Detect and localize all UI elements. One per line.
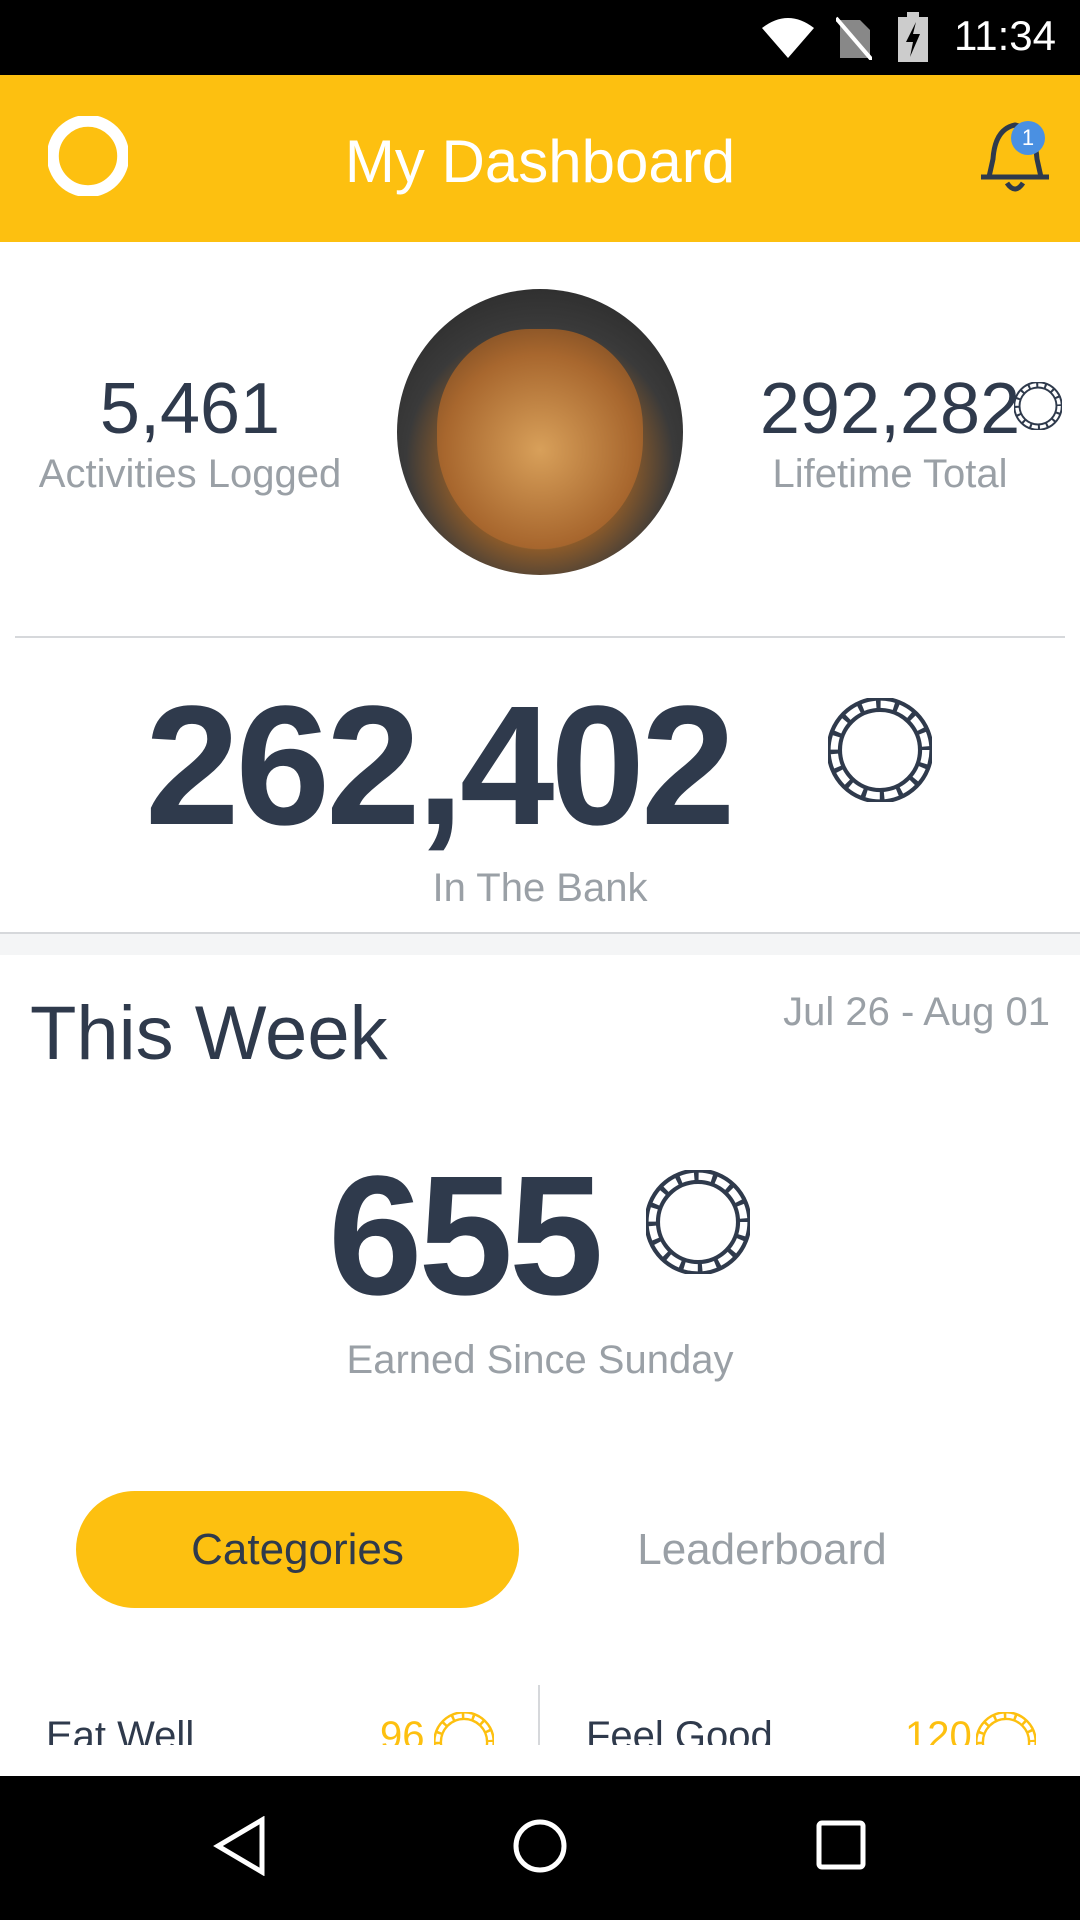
category-name[interactable]: Eat Well (46, 1714, 195, 1745)
divider (538, 1685, 540, 1745)
lifetime-total-stat: 292,282 Lifetime Total (700, 368, 1080, 497)
clock: 11:34 (954, 12, 1056, 59)
section-gap (0, 934, 1080, 955)
recents-icon[interactable] (816, 1820, 866, 1870)
notifications-button[interactable]: 1 (975, 119, 1055, 199)
battery-charging-icon (898, 12, 928, 62)
lifetime-count: 292,282 (759, 369, 1021, 449)
bank-balance: 262,402 (145, 671, 736, 861)
lifetime-label: Lifetime Total (772, 452, 1008, 496)
tab-categories[interactable]: Categories (76, 1491, 519, 1608)
tab-leaderboard[interactable]: Leaderboard (637, 1524, 887, 1574)
coin-wheel-icon (976, 1712, 1036, 1745)
back-icon[interactable] (212, 1816, 268, 1876)
coin-wheel-icon (646, 1170, 750, 1274)
category-name[interactable]: Feel Good (586, 1714, 773, 1745)
home-icon[interactable] (512, 1818, 568, 1874)
divider (15, 636, 1065, 638)
category-points: 96 (380, 1714, 425, 1745)
bank-label: In The Bank (432, 866, 648, 910)
activities-count: 5,461 (99, 369, 281, 449)
activities-label: Activities Logged (38, 452, 342, 496)
app-header: My Dashboard 1 (0, 75, 1080, 242)
week-label: Earned Since Sunday (346, 1338, 734, 1382)
coin-wheel-icon (434, 1712, 494, 1745)
divider (0, 932, 1080, 934)
avatar-cat-face (437, 329, 643, 549)
status-bar: 11:34 (0, 0, 1080, 75)
coin-wheel-icon (1014, 382, 1062, 430)
no-sim-icon (836, 16, 872, 60)
week-title: This Week (30, 991, 388, 1076)
avatar[interactable] (397, 289, 683, 575)
coin-wheel-icon (828, 698, 932, 802)
category-points: 120 (905, 1714, 972, 1745)
notification-badge: 1 (1011, 121, 1045, 155)
navigation-bar (0, 1776, 1080, 1920)
activities-logged-stat: 5,461 Activities Logged (0, 368, 380, 497)
wifi-icon (762, 18, 814, 58)
page-title: My Dashboard (344, 128, 736, 195)
week-points: 655 (328, 1141, 604, 1331)
week-date-range: Jul 26 - Aug 01 (783, 990, 1050, 1034)
